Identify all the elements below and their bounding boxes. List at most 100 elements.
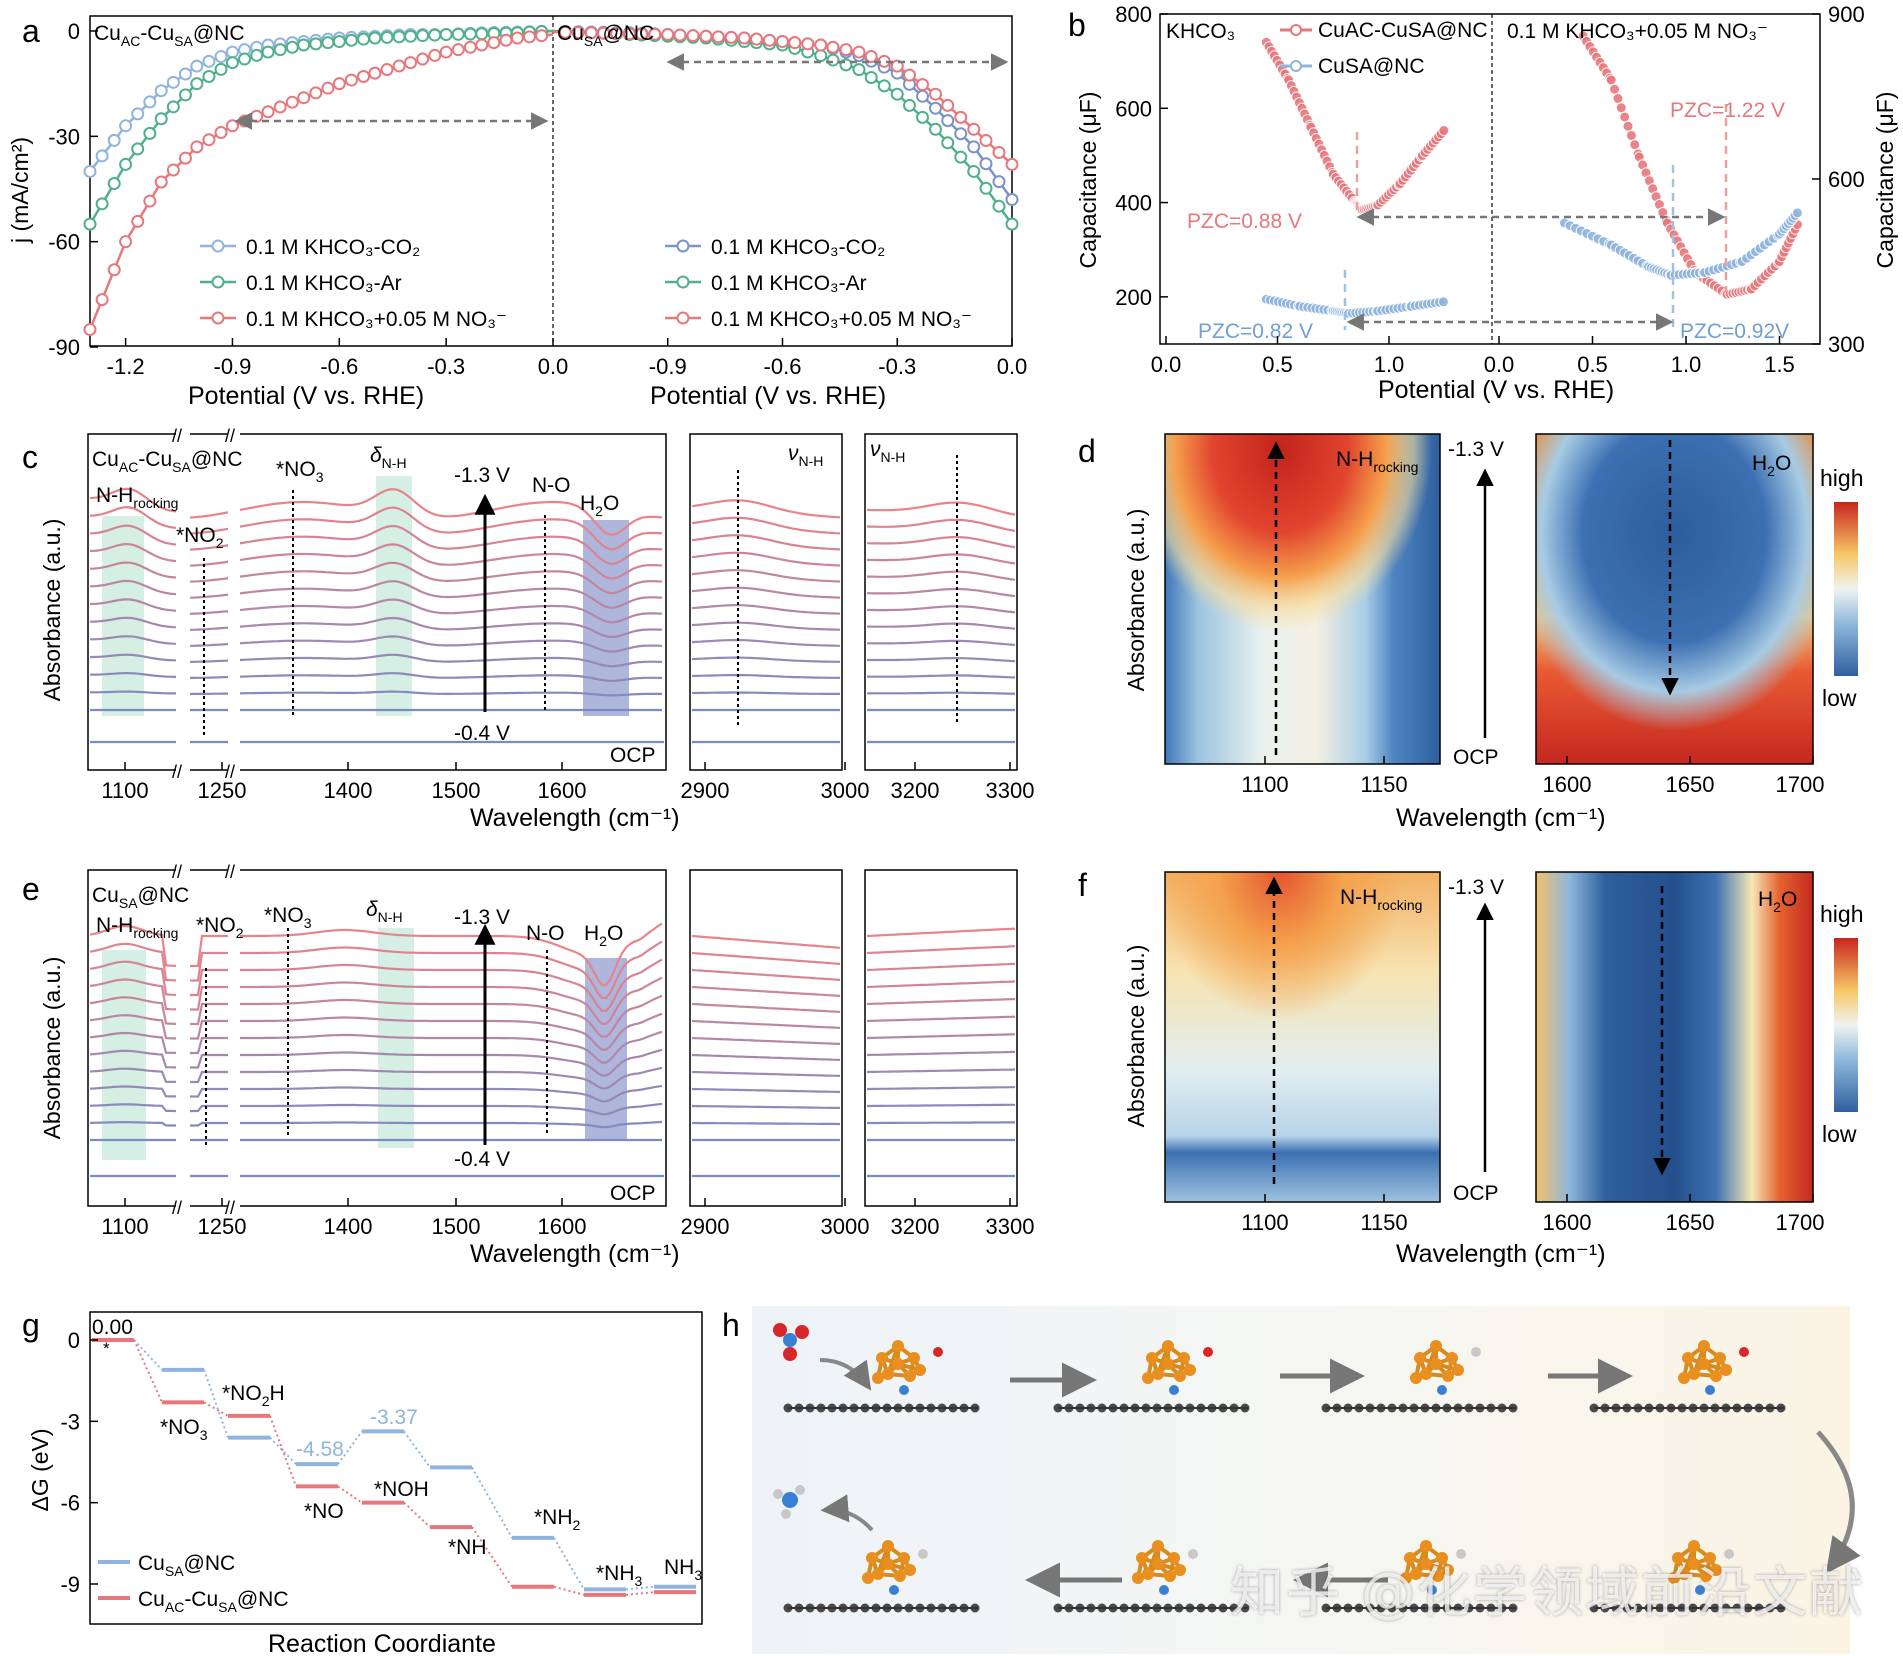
a-series-point [214,62,228,76]
h-adsorbate-atom [918,1549,928,1559]
c-spectra-trace [691,639,841,647]
heat-xtick-label: 1600 [1543,1210,1592,1235]
e-spectra-trace [866,945,1016,955]
panel-e-ylabel: Absorbance (a.u.) [39,957,65,1140]
spectra-xtick-label: 3200 [891,1214,940,1239]
b-ytick-label-right: 600 [1828,167,1865,192]
a-series-point [143,194,157,208]
h-adsorbate-atom [1724,1549,1734,1559]
a-series-point [202,70,216,84]
a-series-point [83,217,97,231]
panel-a-xticks: -1.2 -0.9 -0.6 -0.3 0.0 -0.9 -0.6 -0.3 0.0 [107,338,1027,379]
spectra-xtick-label: 1500 [432,778,481,803]
a-series-point [776,35,789,49]
h-n-atom [1159,1585,1169,1595]
a-series-point [979,181,993,195]
h-cu-atom [1136,1552,1148,1564]
h-h-atom [773,1489,783,1499]
a-series-point [428,48,442,62]
c-sample-label: CuAC-CuSA@NC [92,448,243,475]
c-spectra-trace [691,499,841,519]
a-series-point [954,110,968,124]
heatmap-d-right-frame [1535,433,1814,765]
a-legend-marker [676,275,690,289]
a-legend-label-0-1: 0.1 M KHCO₃-Ar [246,272,402,295]
a-xtick-label-right: -0.6 [764,354,802,379]
h-cu-atom [1432,1570,1444,1582]
h-n-atom [783,1333,797,1347]
g-label-nh2: *NH2 [534,1506,581,1533]
panel-letter-g: g [22,1307,40,1343]
a-series-point [967,122,981,136]
spectra-xtick-label: 1250 [198,1214,247,1239]
h-cu-atom [892,1358,904,1370]
g-label-458: -4.58 [296,1438,344,1461]
g-ytick-label: -6 [60,1491,80,1516]
h-adsorbate-atom [1739,1347,1749,1357]
heatmap-d-left-frame [1164,433,1441,765]
a-series-point [724,30,738,44]
d-cb-high: high [1820,465,1863,491]
e-spectra-trace [867,1121,1015,1125]
g-ytick-label: -3 [60,1409,80,1434]
e-spectra-trace [866,998,1016,1006]
e-break-gap-1 [176,858,190,1218]
h-cu-atom [882,1368,894,1380]
c-label-h2o: H2O [580,492,619,519]
e-spectra-trace [89,940,663,1000]
h-cu-atom [1682,1352,1694,1364]
panel-b: b KHCO₃ 0.1 M KHCO₃+0.05 M NO₃⁻ CuAC-CuS… [1068,2,1898,404]
e-spectra-trace [866,1033,1016,1040]
panel-letter-d: d [1078,433,1096,469]
heatmap-f-right-frame [1535,871,1814,1203]
a-series-point [190,140,204,154]
a-series-point [954,150,968,164]
panel-letter-a: a [22,13,40,49]
a-series-point [992,145,1006,159]
panel-e-xlabel: Wavelength (cm⁻¹) [470,1240,680,1268]
h-cu-atom [1430,1358,1442,1370]
spectra-xtick-label: 1400 [324,1214,373,1239]
h-cu-atom [1410,1372,1422,1384]
a-series-point [814,49,828,63]
h-cu-atom [872,1568,884,1580]
spectra-xtick-label: 1100 [101,778,148,803]
e-spectra-trace [866,1015,1016,1023]
a-series-point [225,45,239,59]
g-label-nh3ad: *NH3 [596,1562,643,1589]
a-xtick-label-left: -0.3 [427,354,465,379]
a-series-point [596,26,610,40]
c-label-vnh-1: νN-H [788,442,823,469]
a-series-point [941,136,955,150]
a-series-point [463,27,477,41]
g-connector [133,1339,163,1371]
c-break-gap-2 [228,420,240,780]
c-spectra-trace [691,586,841,599]
d-label-bottom: OCP [1453,746,1499,769]
a-series-point [839,43,853,57]
panel-c-ylabel: Absorbance (a.u.) [39,519,65,702]
a-series-point [801,37,815,51]
panel-d-ylabel: Absorbance (a.u.) [1123,509,1149,692]
a-series-point [332,77,346,91]
h-cu-atom [898,1552,910,1564]
d-cb-low: low [1822,685,1857,711]
a-series-point [852,45,866,59]
a-series-point [178,151,192,165]
spectra-xtick-label: 2900 [681,778,730,803]
panel-h: h [722,1306,1861,1654]
g-connector [203,1369,229,1438]
g-legend-1: CuSA@NC [138,1552,235,1579]
h-cu-atom [1420,1558,1432,1570]
h-cu-atom [1442,1564,1454,1576]
h-cu-atom [904,1370,916,1382]
e-spectra-trace [867,1086,1015,1091]
panel-b-legend-2: CuSA@NC [1318,55,1425,78]
spectra-xtick-label: 1500 [432,1214,481,1239]
a-ytick-label: 0 [68,19,80,44]
panel-b-ticks: 800 600 400 200 900 600 300 0.0 0.5 1.0 0.0 0.5 1.0 1… [1115,2,1864,377]
a-legend-label-0-2: 0.1 M KHCO₃+0.05 M NO₃⁻ [246,308,507,331]
a-series-point [261,105,275,119]
pzc-label-4: PZC=0.92V [1680,320,1789,343]
c-label-ocp: OCP [610,744,656,767]
